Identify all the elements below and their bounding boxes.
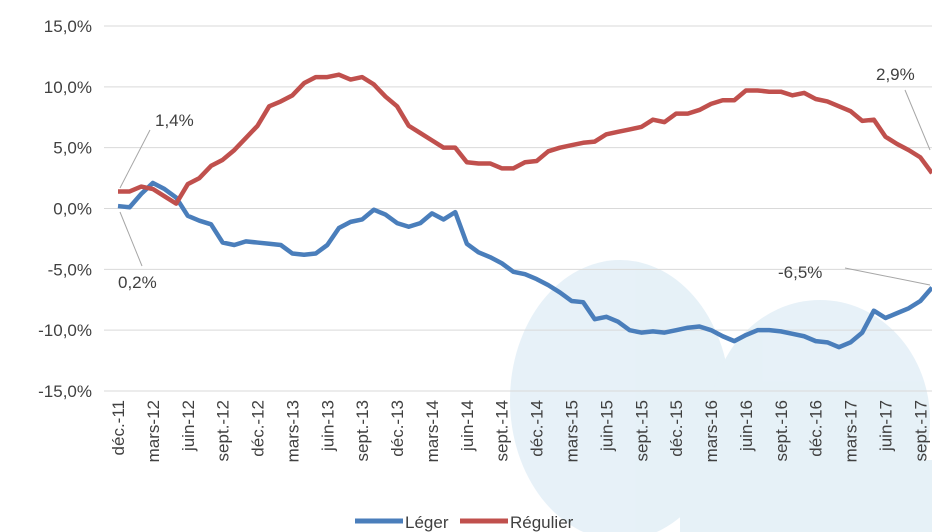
x-tick-label: déc.-15 bbox=[667, 400, 686, 457]
x-tick-label: mars-15 bbox=[563, 400, 582, 462]
x-tick-label: déc.-12 bbox=[249, 400, 268, 457]
legend: Léger Régulier bbox=[355, 513, 574, 532]
x-tick-label: mars-12 bbox=[144, 400, 163, 462]
annotation: 2,9% bbox=[876, 65, 915, 84]
y-tick-label: 10,0% bbox=[44, 78, 92, 97]
x-tick-label: sept.-15 bbox=[632, 400, 651, 461]
leader-line bbox=[905, 90, 930, 150]
x-tick-label: sept.-12 bbox=[214, 400, 233, 461]
x-tick-label: juin-12 bbox=[179, 400, 198, 452]
leader-line bbox=[120, 212, 142, 266]
series-line bbox=[118, 75, 932, 204]
x-tick-label: déc.-16 bbox=[807, 400, 826, 457]
x-tick-label: sept.-16 bbox=[772, 400, 791, 461]
y-tick-label: 5,0% bbox=[53, 139, 92, 158]
y-tick-label: -15,0% bbox=[38, 382, 92, 401]
x-tick-label: juin-14 bbox=[458, 400, 477, 452]
y-tick-label: 15,0% bbox=[44, 17, 92, 36]
x-tick-label: juin-16 bbox=[737, 400, 756, 452]
x-tick-label: sept.-14 bbox=[493, 400, 512, 461]
y-tick-label: -10,0% bbox=[38, 321, 92, 340]
chart: -15,0% -10,0% -5,0% 0,0% 5,0% 10,0% 15,0% déc.-… bbox=[0, 0, 932, 532]
x-tick-label: sept.-17 bbox=[911, 400, 930, 461]
leader-line bbox=[120, 130, 150, 188]
x-tick-label: juin-17 bbox=[876, 400, 895, 452]
x-tick-label: mars-13 bbox=[283, 400, 302, 462]
annotation: 1,4% bbox=[155, 111, 194, 130]
x-tick-label: mars-16 bbox=[702, 400, 721, 462]
annotation: 0,2% bbox=[118, 273, 157, 292]
y-tick-label: 0,0% bbox=[53, 200, 92, 219]
x-tick-label: juin-13 bbox=[318, 400, 337, 452]
legend-label: Léger bbox=[405, 513, 449, 532]
annotation: -6,5% bbox=[778, 263, 822, 282]
leader-line bbox=[845, 268, 930, 285]
y-tick-label: -5,0% bbox=[48, 260, 92, 279]
x-tick-label: sept.-13 bbox=[353, 400, 372, 461]
legend-label: Régulier bbox=[510, 513, 574, 532]
x-tick-label: déc.-14 bbox=[528, 400, 547, 457]
x-tick-label: déc.-13 bbox=[388, 400, 407, 457]
x-tick-label: déc.-11 bbox=[109, 400, 128, 455]
x-tick-label: mars-17 bbox=[842, 400, 861, 462]
x-tick-label: juin-15 bbox=[597, 400, 616, 452]
x-tick-label: mars-14 bbox=[423, 400, 442, 462]
